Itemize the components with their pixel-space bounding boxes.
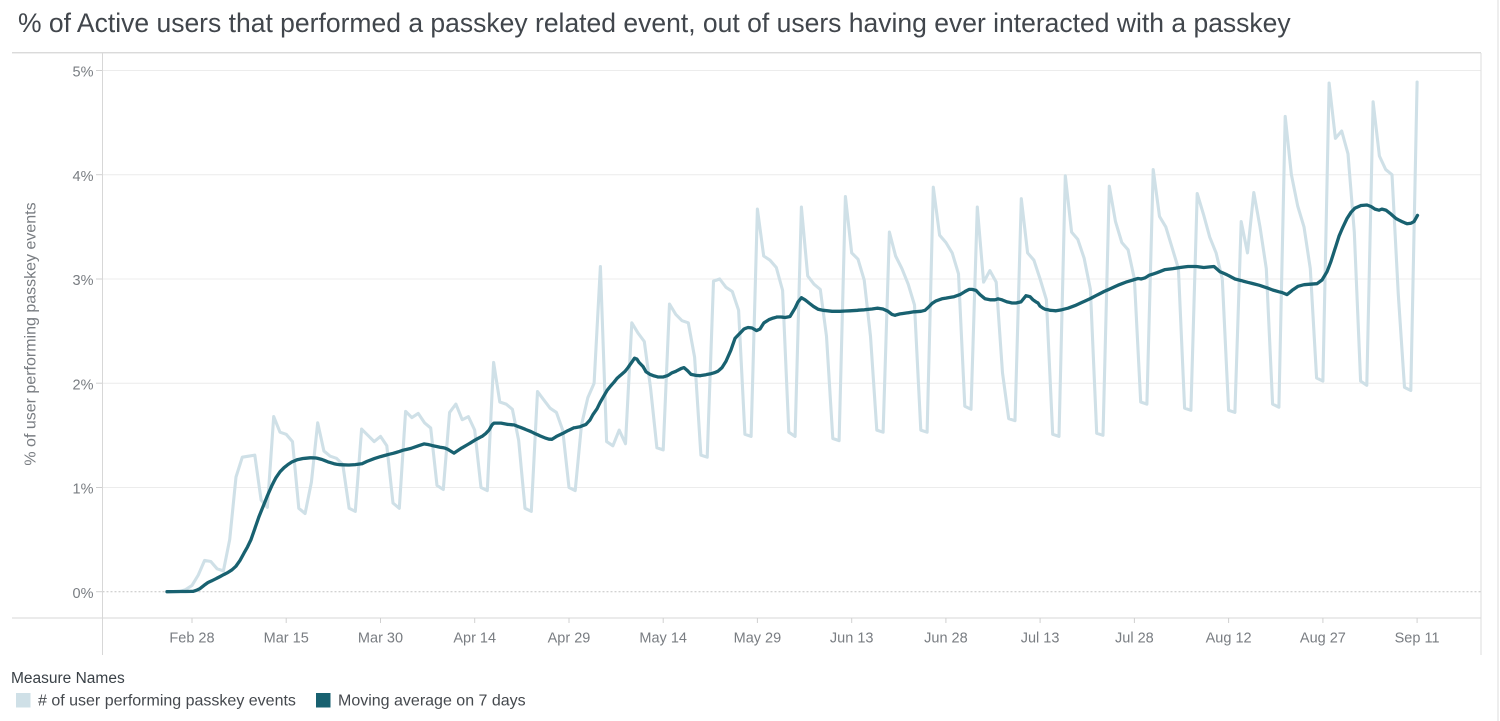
svg-text:Jul 28: Jul 28	[1115, 631, 1154, 647]
svg-text:May 29: May 29	[734, 631, 782, 647]
svg-text:Feb 28: Feb 28	[169, 631, 214, 647]
svg-text:Aug 12: Aug 12	[1206, 631, 1252, 647]
svg-text:Jul 13: Jul 13	[1021, 631, 1060, 647]
svg-text:% of user performing passkey e: % of user performing passkey events	[23, 202, 40, 465]
svg-text:2%: 2%	[73, 377, 94, 393]
svg-text:Mar 15: Mar 15	[264, 631, 309, 647]
svg-text:3%: 3%	[73, 273, 94, 289]
svg-text:Aug 27: Aug 27	[1300, 631, 1346, 647]
svg-text:1%: 1%	[73, 482, 94, 498]
svg-text:Jun 13: Jun 13	[830, 631, 874, 647]
svg-text:Mar 30: Mar 30	[358, 631, 403, 647]
svg-text:Jun 28: Jun 28	[924, 631, 968, 647]
svg-text:5%: 5%	[73, 65, 94, 81]
svg-text:4%: 4%	[73, 169, 94, 185]
svg-text:Apr 29: Apr 29	[548, 631, 591, 647]
svg-text:Sep 11: Sep 11	[1395, 631, 1440, 647]
svg-text:May 14: May 14	[639, 631, 687, 647]
svg-text:Moving average on 7 days: Moving average on 7 days	[338, 693, 526, 710]
svg-text:# of user performing passkey e: # of user performing passkey events	[38, 693, 296, 710]
svg-text:Measure Names: Measure Names	[11, 670, 125, 687]
svg-text:Apr 14: Apr 14	[453, 631, 496, 647]
svg-text:0%: 0%	[73, 586, 94, 602]
